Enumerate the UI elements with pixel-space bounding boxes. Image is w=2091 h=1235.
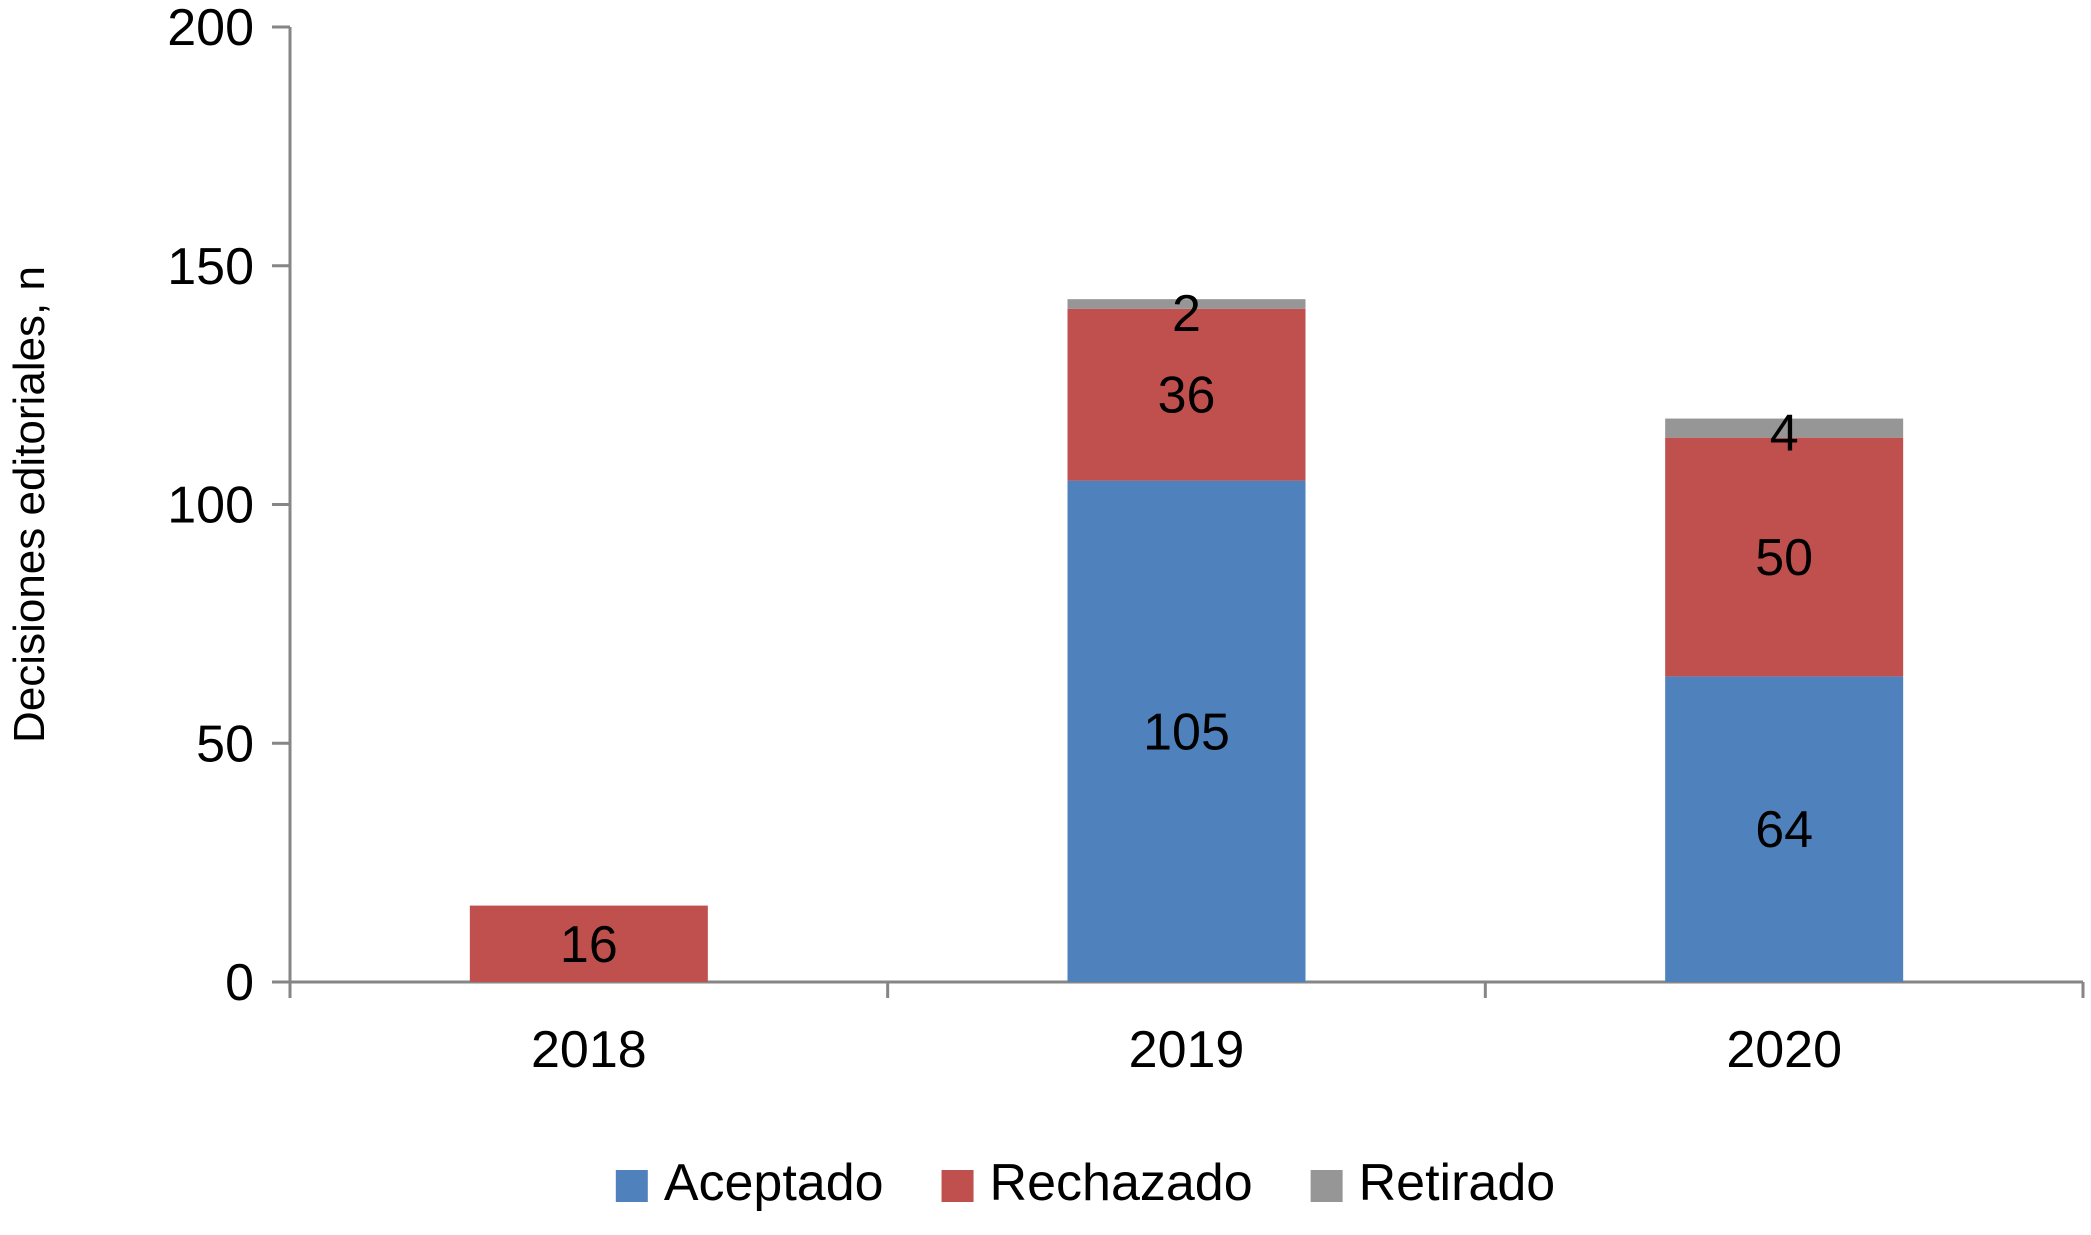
y-tick-label: 100 <box>167 477 254 535</box>
data-labels: 16 105 36 2 64 50 4 <box>560 285 1813 974</box>
legend-swatch-rechazado <box>941 1170 974 1202</box>
data-label: 50 <box>1755 529 1813 587</box>
y-tick-label: 150 <box>167 238 254 296</box>
y-axis-title: Decisiones editoriales, n <box>5 266 54 743</box>
data-label: 16 <box>560 916 618 974</box>
bars <box>469 299 1904 982</box>
data-label: 64 <box>1755 801 1813 859</box>
data-label: 4 <box>1770 405 1799 463</box>
x-tick-label: 2019 <box>1129 1021 1245 1079</box>
data-label: 2 <box>1172 285 1201 343</box>
bar-segment-rechazado-2018 <box>469 905 708 982</box>
x-tick-label: 2020 <box>1726 1021 1842 1079</box>
bar-segment-retirado-2019 <box>1067 299 1306 309</box>
legend-label-aceptado: Aceptado <box>664 1154 884 1212</box>
y-tick-label: 50 <box>196 715 254 773</box>
y-axis: 0 50 100 150 200 <box>167 0 292 1012</box>
legend-label-retirado: Retirado <box>1359 1154 1556 1212</box>
bar-segment-aceptado-2020 <box>1665 676 1904 982</box>
bar-segment-retirado-2020 <box>1665 418 1904 438</box>
bar-segment-aceptado-2019 <box>1067 480 1306 982</box>
bar-segment-rechazado-2020 <box>1665 437 1904 677</box>
data-label: 36 <box>1158 367 1216 425</box>
data-label: 105 <box>1143 703 1230 761</box>
x-axis: 2018 2019 2020 <box>288 980 2085 1079</box>
bar-segment-rechazado-2019 <box>1067 308 1306 481</box>
legend-swatch-retirado <box>1310 1170 1343 1202</box>
y-tick-label: 200 <box>167 0 254 57</box>
legend-swatch-aceptado <box>615 1170 648 1202</box>
y-axis-title-group: Decisiones editoriales, n <box>5 266 54 743</box>
y-tick-label: 0 <box>225 954 254 1012</box>
legend-label-rechazado: Rechazado <box>990 1154 1253 1212</box>
x-tick-label: 2018 <box>531 1021 647 1079</box>
legend: Aceptado Rechazado Retirado <box>615 1154 1556 1212</box>
